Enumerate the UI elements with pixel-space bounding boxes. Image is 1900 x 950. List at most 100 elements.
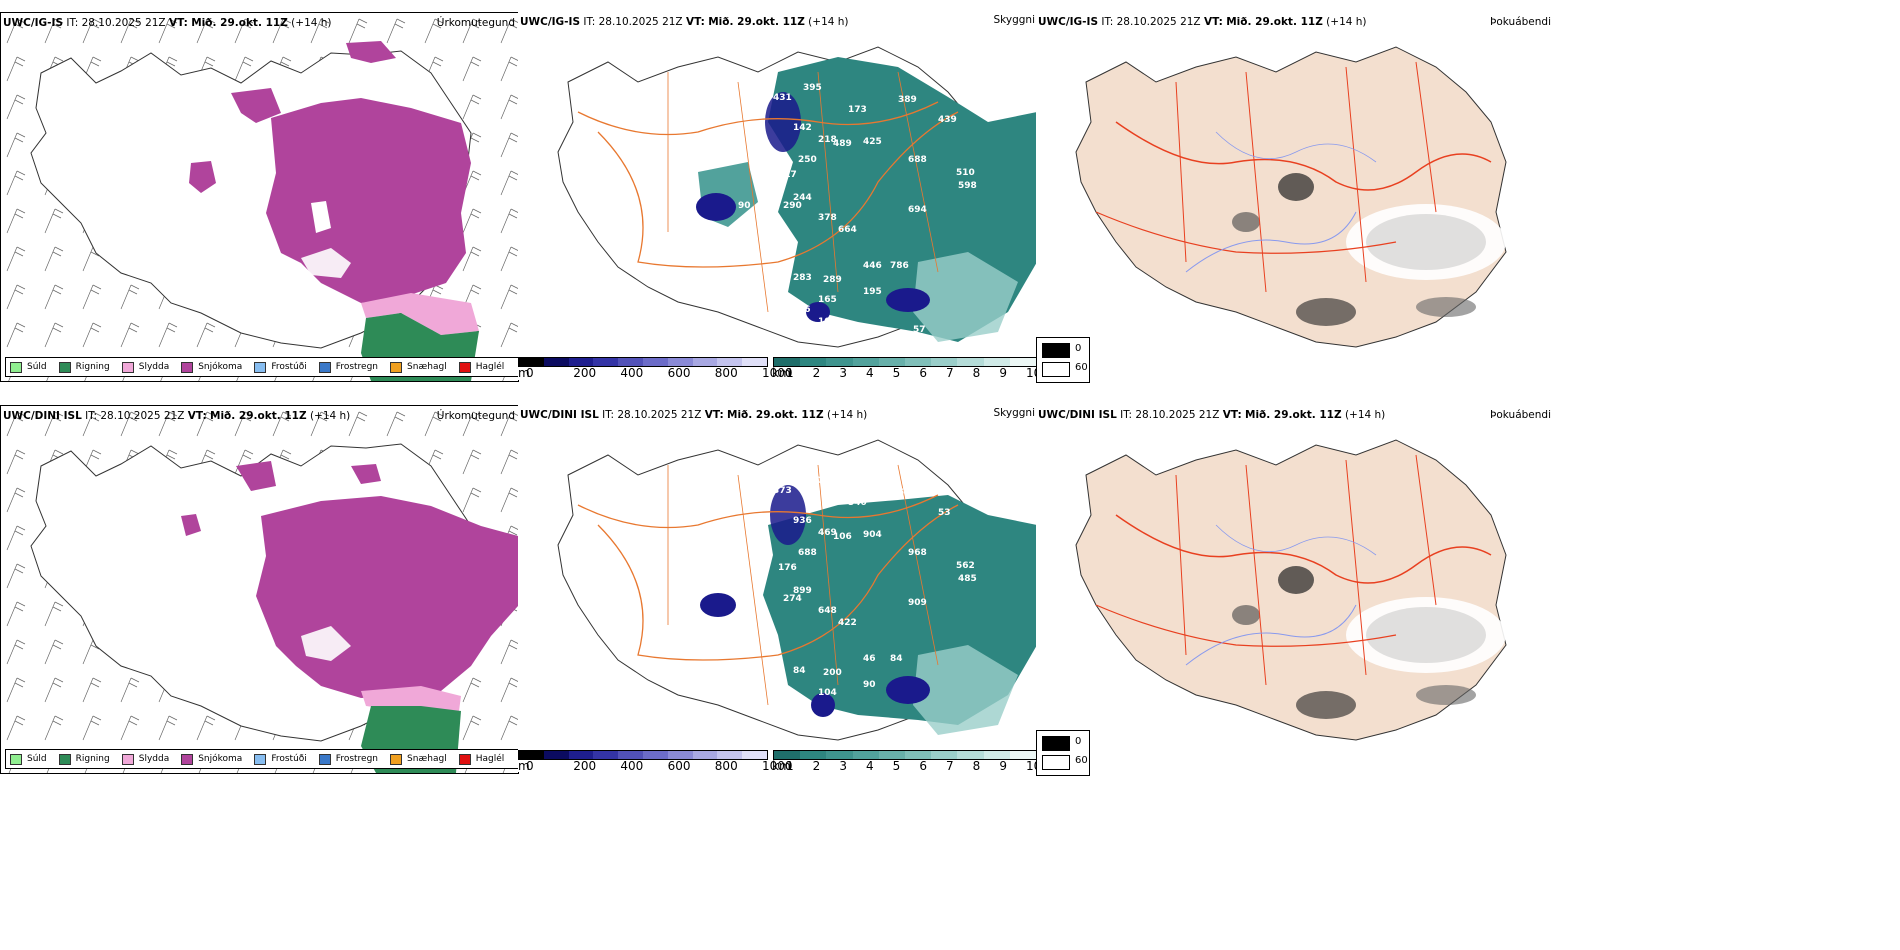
legend-swatch	[390, 361, 403, 373]
vt-value: Mið. 29.okt. 11Z	[708, 16, 805, 28]
lead-time: (+14 h)	[826, 409, 868, 421]
fog-value-low: 0	[1075, 343, 1082, 354]
legend-swatch	[10, 361, 22, 373]
visibility-panel-name-bottom: Skyggni	[993, 407, 1036, 419]
elevation-ticks-bottom: 0 200 400 600 800 1000	[526, 759, 793, 773]
elevation-unit: m	[518, 759, 530, 773]
colorbar-segment	[543, 358, 569, 366]
visibility-value-label: 489	[833, 139, 852, 149]
legend-item: Slydda	[121, 361, 169, 373]
colorbar-tick-label: 7	[946, 366, 954, 380]
visibility-value-label: 46	[863, 654, 876, 664]
legend-swatch	[58, 753, 71, 765]
it-value: 28.10.2025 21Z	[1135, 409, 1220, 421]
visibility-value-label: 176	[778, 563, 797, 573]
colorbar-tick-label: 1000	[762, 366, 793, 380]
legend-label: Snæhagl	[407, 362, 447, 372]
precip-panel-name-bottom: Úrkomutegund	[436, 410, 515, 422]
legend-item: Frostúði	[254, 753, 307, 765]
km-colorbar-bottom	[773, 750, 1037, 760]
visibility-value-label: 200	[823, 668, 842, 678]
visibility-value-label: 289	[823, 275, 842, 285]
fog-legend-bottom: 0 60	[1036, 730, 1090, 776]
visibility-value-label: 664	[838, 225, 857, 235]
legend-item: Snæhagl	[390, 361, 447, 373]
fog-swatch-black	[1042, 343, 1070, 358]
elevation-colorbar-bottom	[518, 750, 768, 760]
vt-value: Mið. 29.okt. 11Z	[210, 410, 307, 422]
fog-map-bottom	[1075, 439, 1507, 741]
colorbar-segment	[692, 751, 718, 759]
visibility-value-label: 173	[848, 105, 867, 115]
visibility-value-label: 142	[678, 229, 697, 239]
colorbar-segment	[931, 751, 958, 759]
legend-swatch	[121, 361, 134, 373]
elevation-colorbar-top	[518, 357, 768, 367]
it-label: IT:	[66, 17, 79, 29]
legend-label: Súld	[27, 754, 47, 764]
colorbar-tick-label: 600	[667, 759, 691, 773]
it-label: IT:	[602, 409, 615, 421]
legend-item: Snjókoma	[181, 753, 242, 765]
model-name: UWC/IG-IS	[520, 16, 581, 28]
visibility-value-label: 395	[803, 83, 822, 93]
visibility-value-label: 106	[833, 532, 852, 542]
colorbar-segment	[618, 751, 643, 759]
legend-swatch	[254, 361, 267, 373]
visibility-value-label: 84	[793, 666, 806, 676]
visibility-value-label: 57	[913, 325, 926, 335]
title-fog-bottom: UWC/DINI ISL IT: 28.10.2025 21Z VT: Mið.…	[1038, 409, 1385, 421]
model-name: UWC/DINI ISL	[520, 409, 599, 421]
visibility-value-label: 69	[738, 594, 751, 604]
legend-swatch	[390, 753, 403, 765]
colorbar-segment	[519, 358, 544, 366]
colorbar-tick-label: 8	[972, 759, 981, 773]
visibility-value-label: 244	[793, 193, 812, 203]
colorbar-tick-label: 3	[839, 759, 847, 773]
legend-label: Rigning	[75, 754, 110, 764]
legend-swatch	[181, 753, 194, 765]
fog-map-top	[1075, 46, 1507, 348]
precip-title-top: UWC/IG-IS IT: 28.10.2025 21Z VT: Mið. 29…	[3, 17, 332, 29]
colorbar-segment	[878, 358, 906, 366]
fog-swatch-white	[1042, 362, 1070, 377]
legend-label: Snæhagl	[407, 754, 447, 764]
legend-swatch	[181, 361, 194, 373]
visibility-value-label: 102	[818, 317, 837, 327]
model-name: UWC/DINI ISL	[1038, 409, 1117, 421]
colorbar-segment	[905, 358, 932, 366]
legend-label: Haglél	[475, 362, 505, 372]
fog-swatch-black	[1042, 736, 1070, 751]
legend-item: Frostúði	[254, 361, 307, 373]
legend-label: Slydda	[138, 754, 170, 764]
km-unit: km	[772, 759, 791, 773]
visibility-value-label: 378	[818, 213, 837, 223]
colorbar-tick-label: 9	[999, 759, 1007, 773]
visibility-value-label: 142	[793, 123, 812, 133]
model-name: UWC/DINI ISL	[3, 410, 82, 422]
visibility-value-label: 936	[793, 516, 812, 526]
legend-item: Snjókoma	[181, 361, 242, 373]
colorbar-segment	[774, 358, 801, 366]
vt-value: Mið. 29.okt. 11Z	[1245, 409, 1342, 421]
legend-item: Rigning	[58, 753, 110, 765]
km-unit: km	[772, 366, 791, 380]
colorbar-tick-label: 1000	[762, 759, 793, 773]
fog-panel-name-top: Þokuábendi	[1490, 16, 1551, 28]
visibility-value-label: 446	[863, 261, 882, 271]
colorbar-tick-label: 6	[919, 759, 927, 773]
colorbar-segment	[878, 751, 906, 759]
legend-swatch	[254, 753, 267, 765]
colorbar-segment	[742, 751, 767, 759]
visibility-value-label: 899	[793, 586, 812, 596]
visibility-value-label: 86	[798, 305, 811, 315]
legend-swatch	[458, 753, 471, 765]
it-value: 28.10.2025 21Z	[617, 409, 702, 421]
colorbar-segment	[692, 358, 718, 366]
visibility-panel-top: 395 431 173 389 439 142 218 489 425 250 688 510 598 3…	[518, 12, 1037, 380]
visibility-value-label: 218	[818, 135, 837, 145]
legend-swatch	[458, 361, 471, 373]
